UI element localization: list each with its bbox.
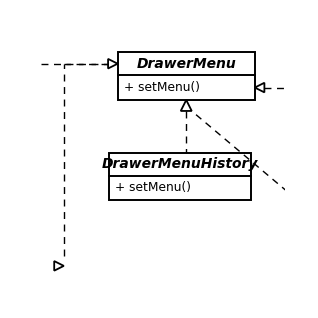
Text: DrawerMenu: DrawerMenu (136, 57, 236, 71)
Text: DrawerMenuHistory: DrawerMenuHistory (102, 157, 258, 171)
Bar (118, 52, 255, 100)
Text: + setMenu(): + setMenu() (115, 182, 191, 195)
Bar (109, 153, 251, 200)
Text: + setMenu(): + setMenu() (124, 81, 200, 94)
